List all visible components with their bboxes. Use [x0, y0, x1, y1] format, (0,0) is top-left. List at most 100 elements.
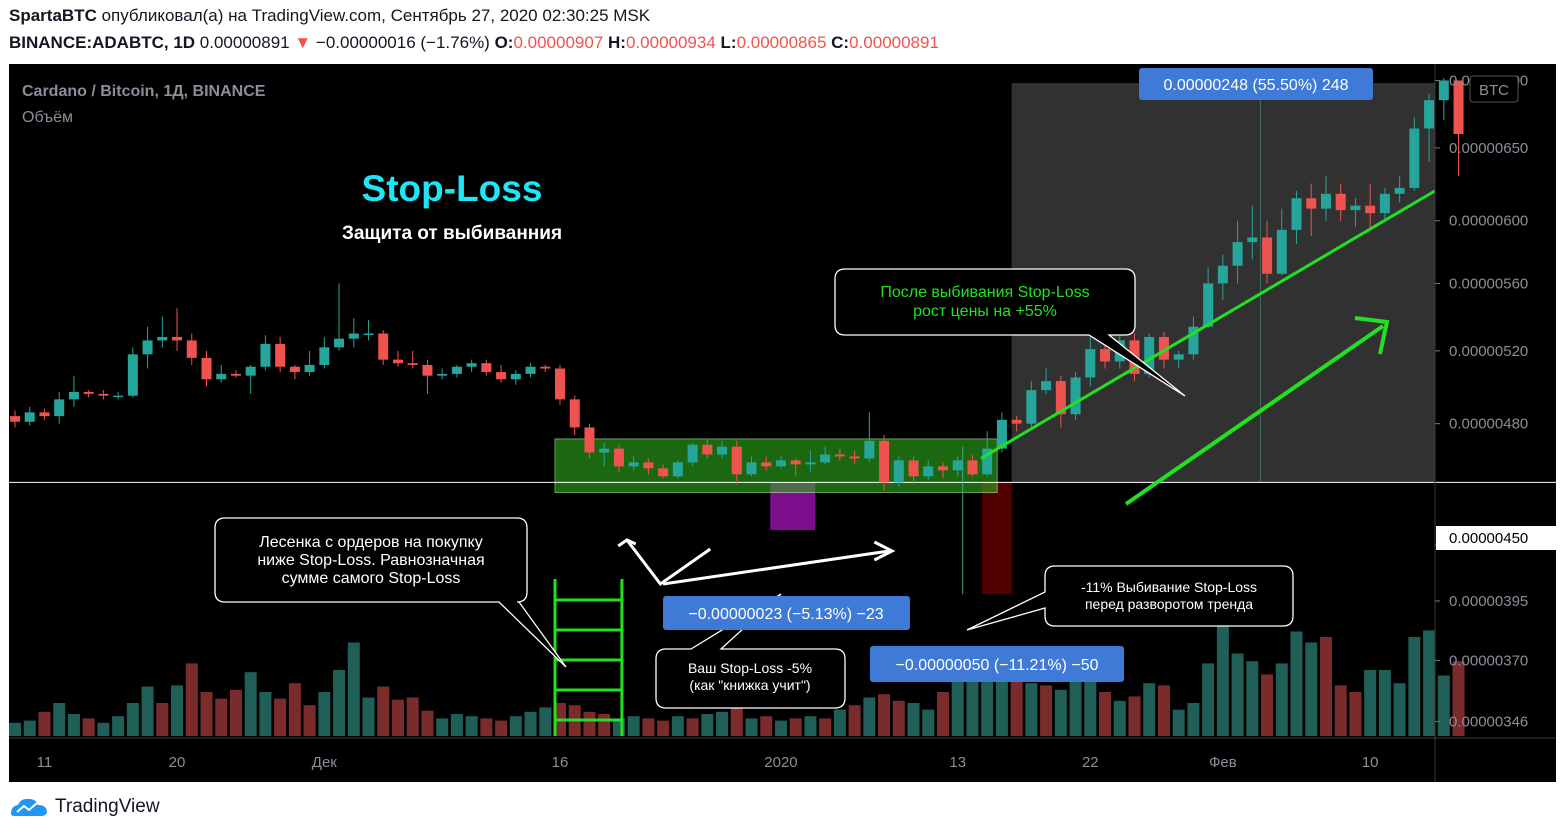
- candle-body: [525, 366, 536, 374]
- current-price-label: 0.00000450: [1449, 530, 1528, 547]
- range-label-mid: −0.00000023 (−5.13%) −23: [688, 606, 883, 623]
- volume-bar: [701, 714, 714, 736]
- volume-bar: [671, 716, 684, 736]
- volume-bar: [1364, 670, 1377, 736]
- volume-bar: [259, 692, 272, 736]
- candle-body: [39, 412, 50, 417]
- time-axis[interactable]: 11 20 Дек 16 2020 13 22 Фев 10: [9, 737, 1556, 771]
- candle-body: [172, 336, 183, 341]
- candle-body: [275, 343, 286, 367]
- volume-bar: [1157, 685, 1170, 736]
- chart-panel[interactable]: 0.000007000.000006500.000006000.00000560…: [9, 64, 1556, 782]
- break-callout: [966, 565, 1294, 631]
- candle-body: [923, 466, 934, 477]
- candle-body: [378, 333, 389, 360]
- volume-bar: [185, 663, 198, 736]
- volume-bar: [333, 670, 346, 736]
- candle-body: [746, 462, 757, 475]
- candle-body: [805, 462, 816, 465]
- trend-line: [980, 189, 1436, 460]
- price-axis[interactable]: 0.000007000.000006500.000006000.00000560…: [1434, 64, 1528, 782]
- candle-body: [10, 416, 20, 422]
- candle-body: [1085, 349, 1096, 378]
- ladder-callout-line2: ниже Stop-Loss. Равнозначная: [257, 552, 484, 569]
- open-label: O:: [494, 33, 514, 52]
- range-label-low: −0.00000050 (−11.21%) −50: [896, 657, 1099, 674]
- candle-body: [1335, 193, 1346, 211]
- volume-bar: [141, 686, 154, 736]
- volume-bar: [922, 709, 935, 736]
- volume-bar: [1216, 626, 1229, 736]
- high-value: 0.00000934: [625, 33, 716, 52]
- stoploss-callout-line2: (как "книжка учит"): [689, 677, 810, 693]
- symbol-name: BINANCE:ADABTC, 1D: [9, 33, 196, 52]
- candle-body: [820, 454, 831, 463]
- candle-body: [952, 460, 963, 471]
- candle-body: [1026, 390, 1037, 424]
- time-tick-label: 20: [169, 754, 186, 771]
- candle-body: [83, 392, 94, 394]
- chart-svg[interactable]: 0.000007000.000006500.000006000.00000560…: [9, 64, 1556, 782]
- candle-body: [334, 338, 345, 348]
- volume-bar: [274, 698, 287, 736]
- candle-body: [1173, 354, 1184, 360]
- volume-bar: [936, 692, 949, 736]
- volume-bar: [126, 703, 139, 736]
- time-tick-label: Фев: [1209, 754, 1237, 771]
- currency-label: BTC: [1479, 82, 1509, 99]
- candle-body: [186, 340, 197, 358]
- break-callout-line1: -11% Выбивание Stop-Loss: [1081, 579, 1257, 595]
- volume-bar: [171, 685, 184, 736]
- candle-body: [864, 440, 875, 459]
- candle-body: [363, 333, 374, 336]
- price-tick-label: 0.00000346: [1449, 713, 1528, 730]
- volume-bar: [1246, 661, 1259, 736]
- volume-bar: [789, 718, 802, 736]
- volume-bar: [229, 689, 242, 736]
- volume-bar: [318, 692, 331, 736]
- price-tick-label: 0.00000370: [1449, 652, 1528, 669]
- candle-body: [1158, 336, 1169, 360]
- candle-body: [230, 373, 241, 376]
- white-arrow-2: [662, 549, 890, 586]
- candle-body: [982, 448, 993, 475]
- time-tick-label: Дек: [312, 754, 338, 771]
- volume-bar: [1334, 685, 1347, 736]
- open-value: 0.00000907: [513, 33, 604, 52]
- volume-bar: [436, 718, 449, 736]
- tradingview-brand[interactable]: TradingView: [9, 796, 160, 818]
- volume-bar: [657, 720, 670, 736]
- volume-bar: [1349, 692, 1362, 736]
- currency-badge[interactable]: [1469, 75, 1519, 103]
- volume-bar: [524, 711, 537, 736]
- last-price: 0.00000891: [199, 33, 290, 52]
- white-arrow-1: [625, 539, 712, 587]
- stoploss-callout: [655, 593, 846, 709]
- volume-bar: [1437, 675, 1450, 736]
- candle-body: [761, 462, 772, 467]
- price-tick-label: 0.00000560: [1449, 275, 1528, 292]
- tradingview-logo-icon: [11, 798, 47, 816]
- volume-bar: [1084, 670, 1097, 736]
- volume-bars: [9, 626, 1465, 736]
- volume-bar: [1187, 703, 1200, 736]
- candle-body: [54, 399, 65, 417]
- growth-callout-line2: рост цены на +55%: [913, 303, 1057, 320]
- volume-bar: [112, 716, 125, 736]
- volume-bar: [774, 720, 787, 736]
- candle-body: [304, 364, 315, 373]
- volume-bar: [878, 694, 891, 736]
- ladder-callout-line3: сумме самого Stop-Loss: [282, 570, 461, 587]
- candle-body: [1453, 80, 1464, 134]
- volume-bar: [1172, 709, 1185, 736]
- volume-bar: [288, 683, 301, 736]
- range-label-top-box: [1139, 68, 1373, 100]
- time-tick-label: 11: [37, 754, 53, 771]
- candle-body: [142, 340, 153, 355]
- candle-body: [584, 427, 595, 453]
- volume-bar: [1202, 663, 1215, 736]
- candle-body: [540, 366, 551, 369]
- author-name[interactable]: SpartaBTC: [9, 6, 97, 25]
- candle-body: [1232, 242, 1243, 266]
- volume-bar: [1378, 670, 1391, 736]
